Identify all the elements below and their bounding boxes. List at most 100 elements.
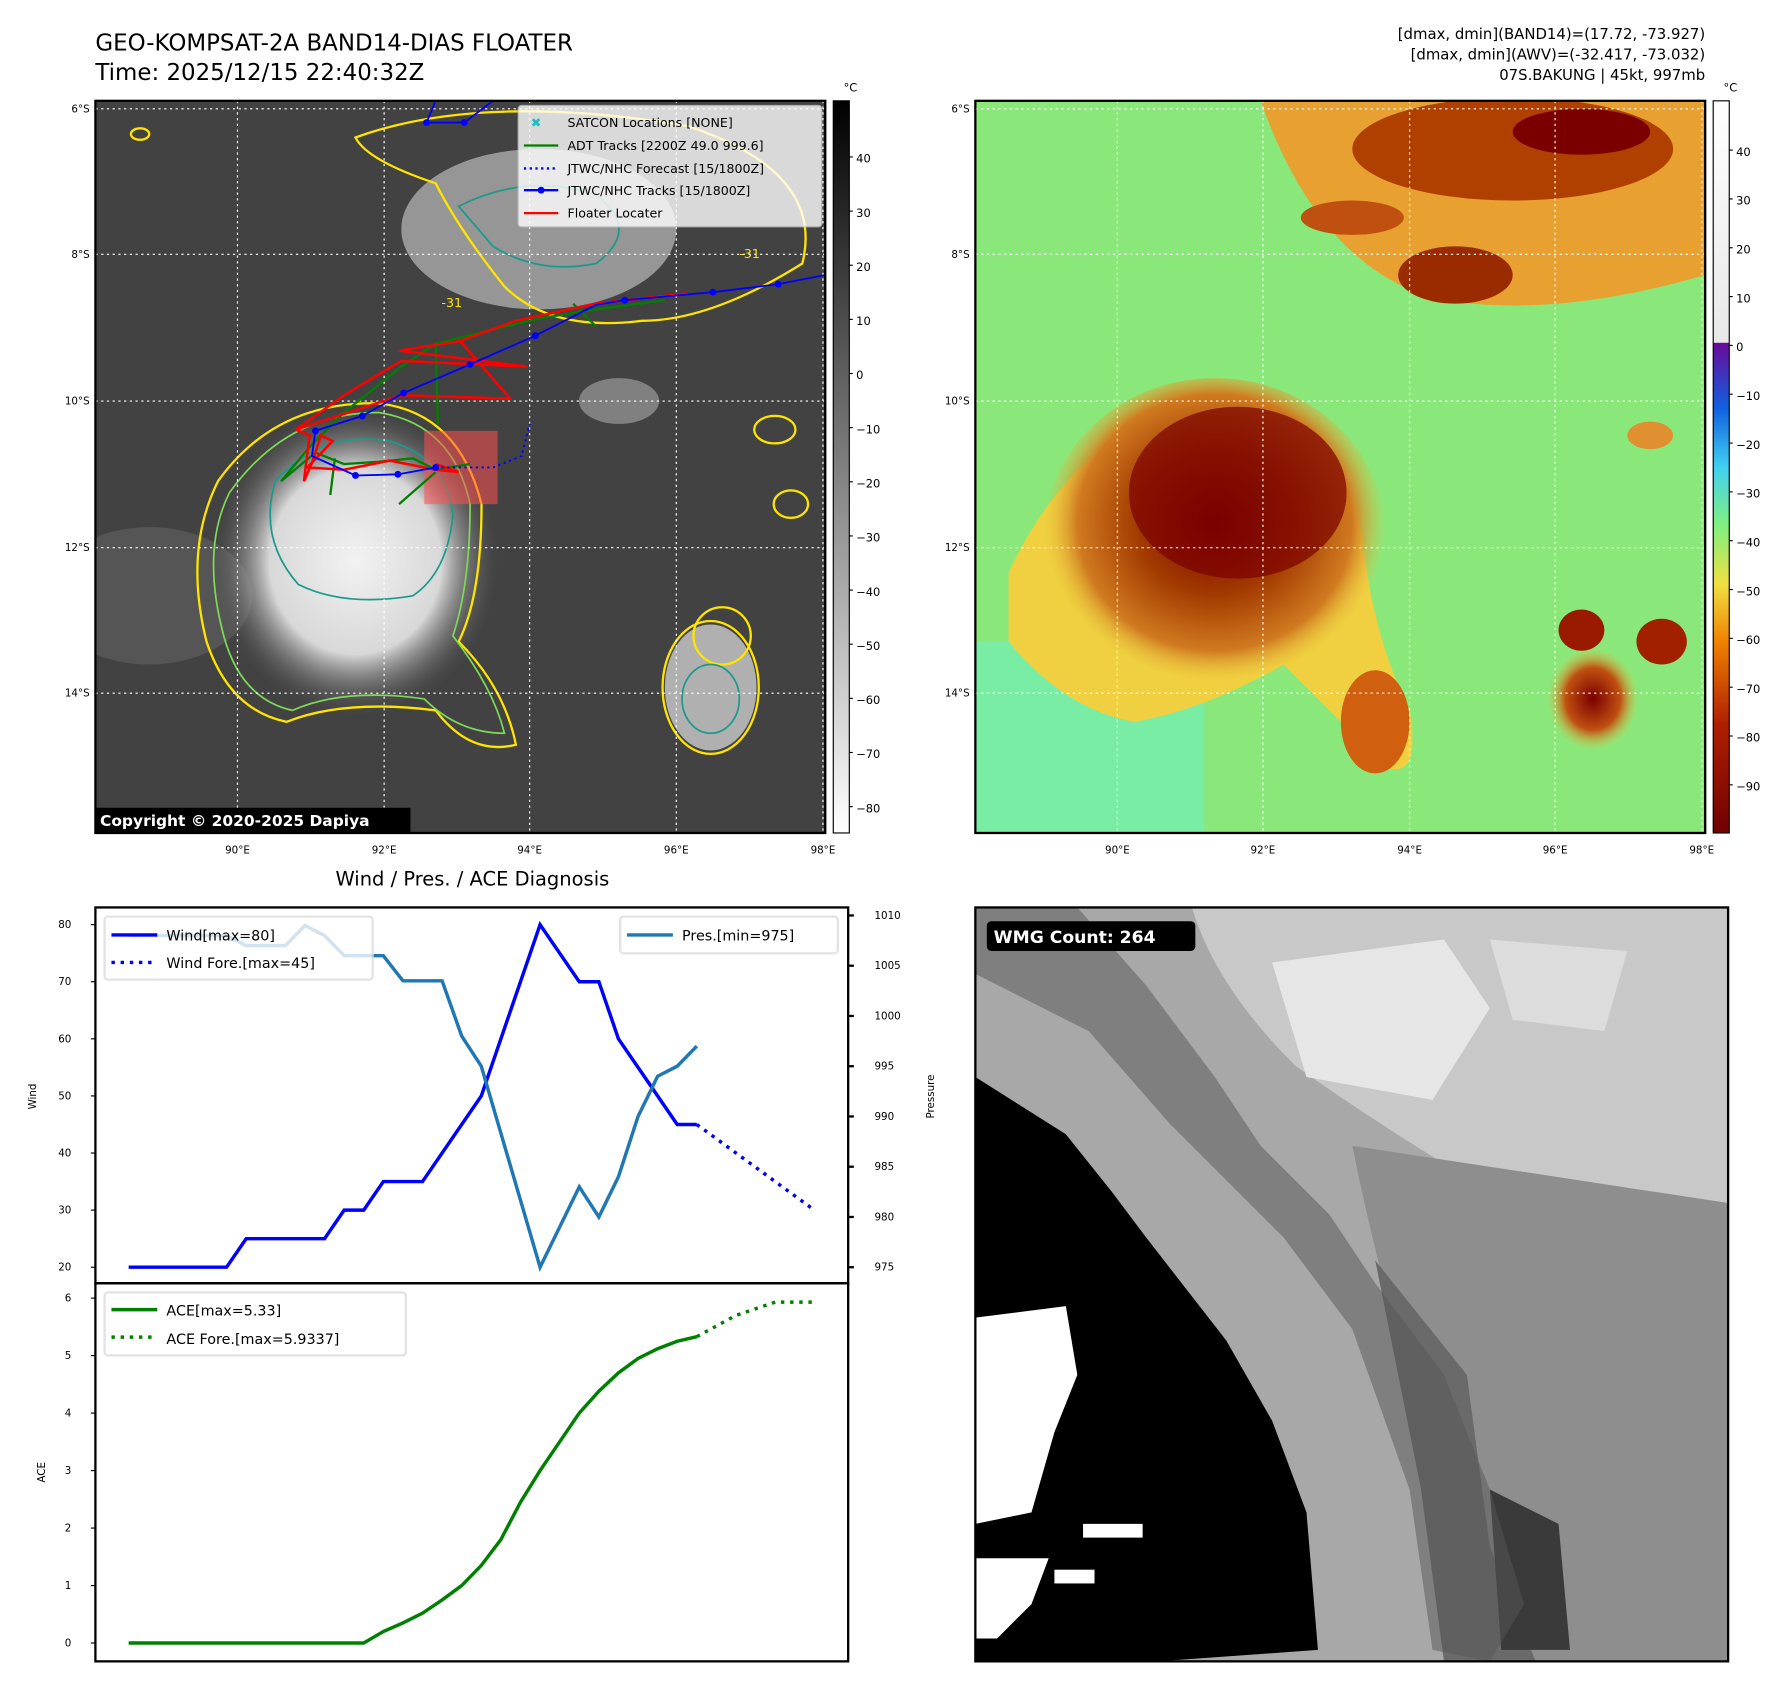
wind-forecast-line [695, 1123, 816, 1212]
lon-tick-label: 94°E [517, 845, 542, 857]
diagnosis-title: Wind / Pres. / ACE Diagnosis [335, 868, 609, 891]
wind-tick-label: 50 [58, 1090, 71, 1102]
colorbar-tick-label: −60 [1736, 633, 1760, 647]
pressure-tick-label: 990 [875, 1111, 895, 1123]
colorbar-tick-label: −70 [1736, 682, 1760, 696]
lat-tick-label: 14°S [945, 688, 970, 700]
pressure-tick-label: 1000 [875, 1010, 901, 1022]
wmg-count-label: WMG Count: 264 [994, 928, 1156, 948]
lon-tick-label: 98°E [811, 845, 836, 857]
colorbar-tick-label: −20 [856, 477, 880, 491]
wind-tick-label: 70 [58, 976, 71, 988]
dias-map-panel [975, 100, 1706, 833]
lon-tick-label: 92°E [372, 845, 397, 857]
legend-ace: ACE[max=5.33] [166, 1303, 281, 1319]
lon-tick-label: 96°E [664, 845, 689, 857]
colorbar-tick-label: 20 [1736, 242, 1751, 256]
stats-band14: [dmax, dmin](BAND14)=(17.72, -73.927) [1398, 25, 1705, 43]
ace-axis-label: ACE [36, 1462, 48, 1483]
colorbar-tick-label: 20 [856, 260, 871, 274]
stats-awv: [dmax, dmin](AWV)=(-32.417, -73.032) [1411, 46, 1706, 64]
colorbar-tick-label: 0 [1736, 340, 1743, 354]
ace-forecast-line [695, 1300, 815, 1339]
colorbar-unit: °C [1724, 81, 1738, 95]
lat-tick-label: 12°S [945, 542, 970, 554]
ace-tick-label: 0 [65, 1637, 72, 1649]
colorbar-tick-label: −90 [1736, 780, 1760, 794]
lon-tick-label: 96°E [1543, 845, 1568, 857]
colorbar-tick-label: −20 [1736, 438, 1760, 452]
legend-pressure: Pres.[min=975] [682, 929, 794, 945]
ace-tick-label: 6 [65, 1293, 72, 1305]
lon-tick-label: 90°E [225, 845, 250, 857]
lat-tick-label: 10°S [65, 395, 90, 407]
colorbar-tick-label: −30 [856, 531, 880, 545]
satcon-marker-icon: ✖ [531, 115, 542, 130]
legend-jtwc-forecast: JTWC/NHC Forecast [15/1800Z] [566, 161, 764, 176]
colorbar-tick-label: 10 [1736, 291, 1751, 305]
wmg-panel [975, 907, 1729, 1662]
copyright-label: Copyright © 2020-2025 Dapiya [100, 812, 370, 830]
wind-tick-label: 60 [58, 1033, 71, 1045]
colorbar-unit: °C [844, 81, 858, 95]
colorbar-tick-label: −10 [1736, 389, 1760, 403]
colorbar-tick-label: −60 [856, 693, 880, 707]
colorbar-tick-label: −40 [1736, 535, 1760, 549]
lon-tick-label: 90°E [1105, 845, 1130, 857]
lat-tick-label: 8°S [71, 249, 89, 261]
colorbar-dias [1712, 100, 1730, 834]
map-legend: ✖ SATCON Locations [NONE] ADT Tracks [22… [517, 104, 823, 228]
pressure-tick-label: 1005 [875, 960, 901, 972]
pressure-tick-label: 995 [875, 1061, 895, 1073]
wind-tick-label: 80 [58, 919, 71, 931]
legend-floater: Floater Locater [567, 206, 663, 221]
legend-adt: ADT Tracks [2200Z 49.0 999.6] [567, 138, 763, 153]
wind-legend: Wind[max=80] Wind Fore.[max=45] Pres.[mi… [103, 915, 840, 981]
colorbar-ir [832, 100, 850, 834]
lat-tick-label: 14°S [65, 688, 90, 700]
wind-axis-label: Wind [27, 1084, 39, 1110]
colorbar-tick-label: −80 [1736, 731, 1760, 745]
colorbar-tick-label: −10 [856, 422, 880, 436]
legend-jtwc-tracks: JTWC/NHC Tracks [15/1800Z] [566, 183, 750, 198]
pressure-axis-label: Pressure [925, 1075, 937, 1119]
colorbar-tick-label: 0 [856, 368, 863, 382]
figure-time: Time: 2025/12/15 22:40:32Z [94, 60, 424, 86]
colorbar-tick-label: −50 [1736, 584, 1760, 598]
legend-satcon: SATCON Locations [NONE] [567, 115, 732, 130]
pressure-tick-label: 1010 [875, 910, 901, 922]
wind-tick-label: 30 [58, 1205, 71, 1217]
lon-tick-label: 98°E [1689, 845, 1714, 857]
wind-tick-label: 20 [58, 1262, 71, 1274]
contour-label: -31 [441, 295, 462, 310]
pressure-tick-label: 985 [875, 1161, 895, 1173]
colorbar-tick-label: −30 [1736, 487, 1760, 501]
colorbar-tick-label: 40 [1736, 145, 1751, 159]
ace-legend: ACE[max=5.33] ACE Fore.[max=5.9337] [103, 1291, 408, 1357]
wind-line [128, 920, 697, 1269]
ace-tick-label: 4 [65, 1408, 72, 1420]
colorbar-tick-label: 40 [856, 152, 871, 166]
wind-tick-label: 40 [58, 1147, 71, 1159]
legend-wind-forecast: Wind Fore.[max=45] [166, 956, 314, 972]
colorbar-tick-label: −40 [856, 585, 880, 599]
colorbar-tick-label: 30 [1736, 194, 1751, 208]
legend-ace-forecast: ACE Fore.[max=5.9337] [166, 1332, 339, 1348]
ace-tick-label: 1 [65, 1580, 72, 1592]
colorbar-tick-label: 10 [856, 314, 871, 328]
lon-tick-label: 94°E [1397, 845, 1422, 857]
colorbar-tick-label: −50 [856, 639, 880, 653]
colorbar-tick-label: −80 [856, 801, 880, 815]
contour-label: -31 [739, 246, 760, 261]
ace-tick-label: 5 [65, 1350, 72, 1362]
ace-tick-label: 2 [65, 1522, 72, 1534]
lat-tick-label: 12°S [65, 542, 90, 554]
colorbar-tick-label: −70 [856, 747, 880, 761]
lat-tick-label: 8°S [951, 249, 969, 261]
lat-tick-label: 10°S [945, 395, 970, 407]
ace-tick-label: 3 [65, 1465, 72, 1477]
floater-track [295, 292, 688, 482]
lat-tick-label: 6°S [951, 103, 969, 115]
lat-tick-label: 6°S [71, 103, 89, 115]
lon-tick-label: 92°E [1251, 845, 1276, 857]
